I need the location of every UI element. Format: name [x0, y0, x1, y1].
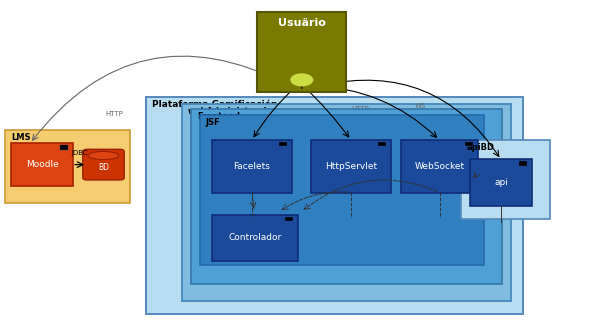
- Text: Plataforma Gamificación: Plataforma Gamificación: [152, 100, 277, 110]
- Text: HTTP: HTTP: [306, 110, 324, 115]
- FancyBboxPatch shape: [470, 159, 532, 206]
- FancyBboxPatch shape: [60, 145, 68, 150]
- Text: UI: UI: [298, 77, 305, 86]
- Text: HTTP: HTTP: [351, 106, 369, 112]
- FancyBboxPatch shape: [146, 97, 523, 314]
- Text: api: api: [494, 178, 508, 187]
- FancyBboxPatch shape: [401, 140, 478, 193]
- FancyBboxPatch shape: [285, 217, 293, 221]
- Ellipse shape: [88, 151, 119, 159]
- Circle shape: [291, 74, 313, 86]
- Text: webAdministracion: webAdministracion: [188, 107, 279, 116]
- FancyBboxPatch shape: [311, 140, 391, 193]
- FancyBboxPatch shape: [378, 142, 386, 146]
- FancyBboxPatch shape: [279, 142, 287, 146]
- Text: HttpServlet: HttpServlet: [325, 162, 377, 171]
- Text: BD: BD: [98, 163, 109, 172]
- FancyBboxPatch shape: [212, 140, 292, 193]
- FancyBboxPatch shape: [200, 115, 484, 265]
- Text: REST: REST: [447, 163, 464, 169]
- Text: Facelets: Facelets: [233, 162, 271, 171]
- Text: apiBD: apiBD: [467, 143, 495, 152]
- Text: LMS: LMS: [11, 133, 30, 142]
- Text: JSF: JSF: [206, 118, 220, 127]
- Text: Usuärio: Usuärio: [278, 18, 325, 28]
- Text: HTTP
Ajax: HTTP Ajax: [244, 109, 260, 122]
- Text: WebSocket: WebSocket: [415, 162, 464, 171]
- Text: JDBC: JDBC: [71, 151, 88, 156]
- FancyBboxPatch shape: [212, 215, 298, 261]
- FancyBboxPatch shape: [191, 109, 502, 284]
- FancyBboxPatch shape: [257, 12, 346, 92]
- FancyBboxPatch shape: [465, 142, 473, 146]
- Text: Frontend: Frontend: [197, 112, 240, 121]
- Text: HTTP: HTTP: [105, 111, 123, 117]
- FancyBboxPatch shape: [5, 130, 130, 203]
- FancyBboxPatch shape: [461, 140, 550, 219]
- FancyBboxPatch shape: [182, 104, 511, 301]
- Text: Controlador: Controlador: [229, 233, 281, 243]
- FancyBboxPatch shape: [83, 149, 124, 180]
- FancyBboxPatch shape: [11, 143, 73, 186]
- Text: WS: WS: [415, 103, 425, 109]
- Text: Moodle: Moodle: [26, 160, 58, 169]
- FancyBboxPatch shape: [519, 161, 527, 166]
